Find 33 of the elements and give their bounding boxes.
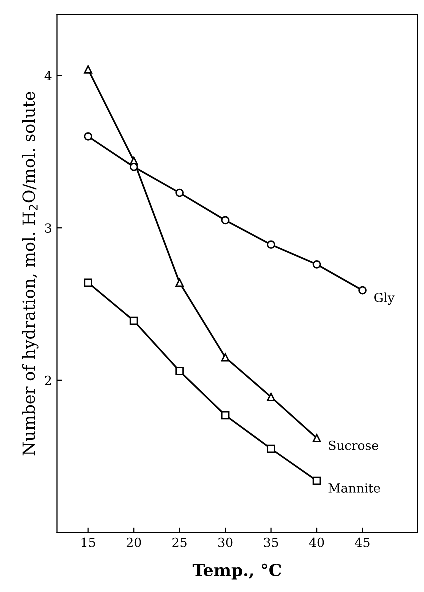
point — [312, 476, 322, 486]
x-tick-label: 45 — [355, 538, 370, 548]
point — [221, 216, 230, 225]
point — [84, 65, 93, 74]
series-label: Gly — [374, 292, 395, 306]
point — [84, 132, 93, 141]
point — [312, 434, 322, 443]
point — [358, 286, 367, 295]
point — [221, 353, 230, 362]
point — [221, 411, 230, 420]
point — [176, 367, 184, 376]
x-tick-label: 20 — [126, 538, 142, 548]
point — [176, 278, 184, 288]
y-tick-label: 4 — [44, 71, 52, 80]
point — [130, 316, 138, 326]
y-tick-label: 2 — [45, 376, 52, 386]
point — [267, 444, 276, 454]
point — [267, 240, 276, 250]
point — [312, 260, 322, 269]
x-tick-label: 15 — [82, 538, 96, 548]
series-label: Sucrose — [329, 440, 378, 450]
point — [267, 393, 276, 402]
y-tick-label: 3 — [45, 224, 52, 234]
x-tick-label: 35 — [264, 538, 278, 548]
x-tick-label: 30 — [218, 538, 233, 548]
point — [176, 188, 184, 198]
x-axis-title: Temp., °C — [192, 564, 282, 580]
point — [130, 162, 138, 172]
series-label: Mannite — [328, 484, 380, 493]
x-tick-label: 40 — [309, 538, 324, 548]
y-axis-title: Number of hydration, mol. H$_{2}$O/mol. solute — [22, 92, 39, 456]
x-tick-label: 25 — [172, 538, 187, 548]
point — [84, 278, 93, 288]
